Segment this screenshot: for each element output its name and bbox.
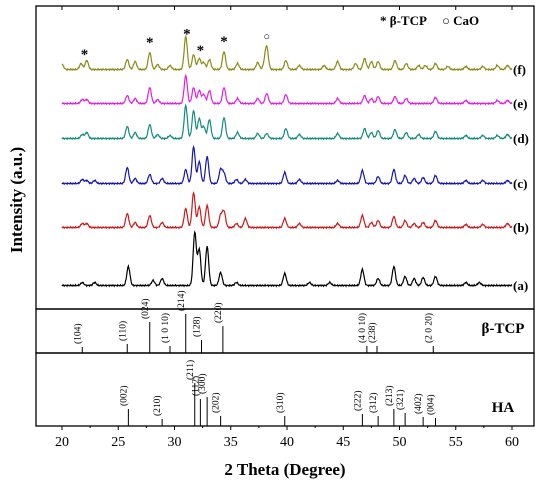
peak-marker-tcp-4: * [220, 34, 228, 50]
hkl-label-ha-002: (002) [118, 385, 129, 406]
hkl-label-tcp-4-0-10: (4 0 10) [357, 313, 368, 343]
hkl-label-tcp-220: (220) [213, 302, 224, 323]
peak-marker-tcp-3: * [197, 43, 205, 59]
hkl-label-ha-321: (321) [395, 389, 406, 410]
peak-marker-tcp-0: * [81, 47, 89, 63]
hkl-label-tcp-214: (214) [176, 290, 187, 311]
series-line-c [61, 144, 513, 186]
series-label-c: (c) [513, 176, 527, 191]
hkl-label-ha-211: (211) [185, 360, 196, 380]
peak-marker-tcp-1: * [146, 35, 154, 51]
main-plot-frame [35, 5, 535, 310]
series-line-a [61, 230, 513, 288]
series-line-e [61, 73, 513, 106]
panel-label-ha: HA [492, 400, 515, 416]
series-line-f [61, 34, 513, 72]
series-label-a: (a) [513, 278, 528, 293]
hkl-label-tcp-104: (104) [72, 323, 83, 344]
hkl-label-tcp-1-0-10: (1 0 10) [160, 313, 171, 343]
hkl-label-ha-310: (310) [275, 392, 286, 413]
tcp-reference-panel: (104) (110) (024) (1 0 10) (214) (128) (220) (4… [35, 290, 535, 354]
legend-entry-cao: ○ CaO [442, 13, 479, 28]
ha-reference-panel: (002) (210) (211)(112)(300)(202) (310) (222)… [35, 352, 535, 427]
panel-label-tcp: β-TCP [482, 321, 525, 337]
x-tick-label-25: 25 [111, 435, 125, 450]
x-tick-label-30: 30 [168, 435, 182, 450]
x-tick-label-20: 20 [55, 435, 69, 450]
hkl-label-ha-312: (312) [368, 392, 379, 413]
hkl-label-tcp-238: (238) [367, 322, 378, 343]
hkl-label-ha-004: (004) [426, 394, 437, 415]
x-tick-label-40: 40 [280, 435, 294, 450]
hkl-label-ha-402: (402) [413, 393, 424, 414]
series-label-d: (d) [513, 131, 529, 146]
x-tick-label-45: 45 [336, 435, 350, 450]
legend: * β-TCP ○ CaO [380, 13, 479, 28]
x-tick-label-50: 50 [393, 435, 407, 450]
hkl-label-ha-112: (112) [190, 376, 201, 396]
hkl-label-ha-210: (210) [152, 395, 163, 416]
annotation-layer: * * * * * ○ [81, 26, 270, 63]
x-axis-title: 2 Theta (Degree) [224, 460, 345, 479]
tcp-reference-lines: (104) (110) (024) (1 0 10) (214) (128) (220) (4… [72, 290, 524, 353]
ha-reference-lines: (002) (210) (211)(112)(300)(202) (310) (222)… [118, 360, 514, 426]
ha-panel-frame [35, 352, 535, 427]
hkl-label-tcp-024: (024) [140, 298, 151, 319]
hkl-label-ha-300: (300) [197, 373, 208, 394]
series-label-f: (f) [513, 62, 526, 77]
hkl-label-tcp-128: (128) [192, 316, 203, 337]
y-axis-title: Intensity (a.u.) [7, 147, 26, 253]
hkl-label-ha-202: (202) [211, 392, 222, 413]
series-label-b: (b) [513, 220, 529, 235]
series-layer: (f) (e) (d) (c) (b) (a) [61, 34, 529, 293]
x-tick-label-60: 60 [505, 435, 519, 450]
hkl-label-tcp-2-0-20: (2 0 20) [423, 313, 434, 343]
series-line-d [61, 103, 513, 141]
main-panel: (f) (e) (d) (c) (b) (a) * * * * * ○ * β-TCP ○ CaO [35, 5, 535, 310]
tcp-panel-frame [35, 308, 535, 354]
legend-entry-tcp: * β-TCP [380, 13, 427, 28]
hkl-label-tcp-110: (110) [117, 321, 128, 341]
x-tick-label-35: 35 [224, 435, 238, 450]
x-tick-label-55: 55 [449, 435, 463, 450]
series-line-b [61, 191, 513, 230]
peak-marker-tcp-2: * [183, 26, 191, 42]
peak-marker-cao-5: ○ [263, 31, 270, 43]
hkl-label-ha-213: (213) [384, 385, 395, 406]
x-axis: 20 25 30 35 40 45 50 55 60 [55, 6, 519, 450]
hkl-label-ha-222: (222) [352, 390, 363, 411]
series-label-e: (e) [513, 96, 527, 111]
